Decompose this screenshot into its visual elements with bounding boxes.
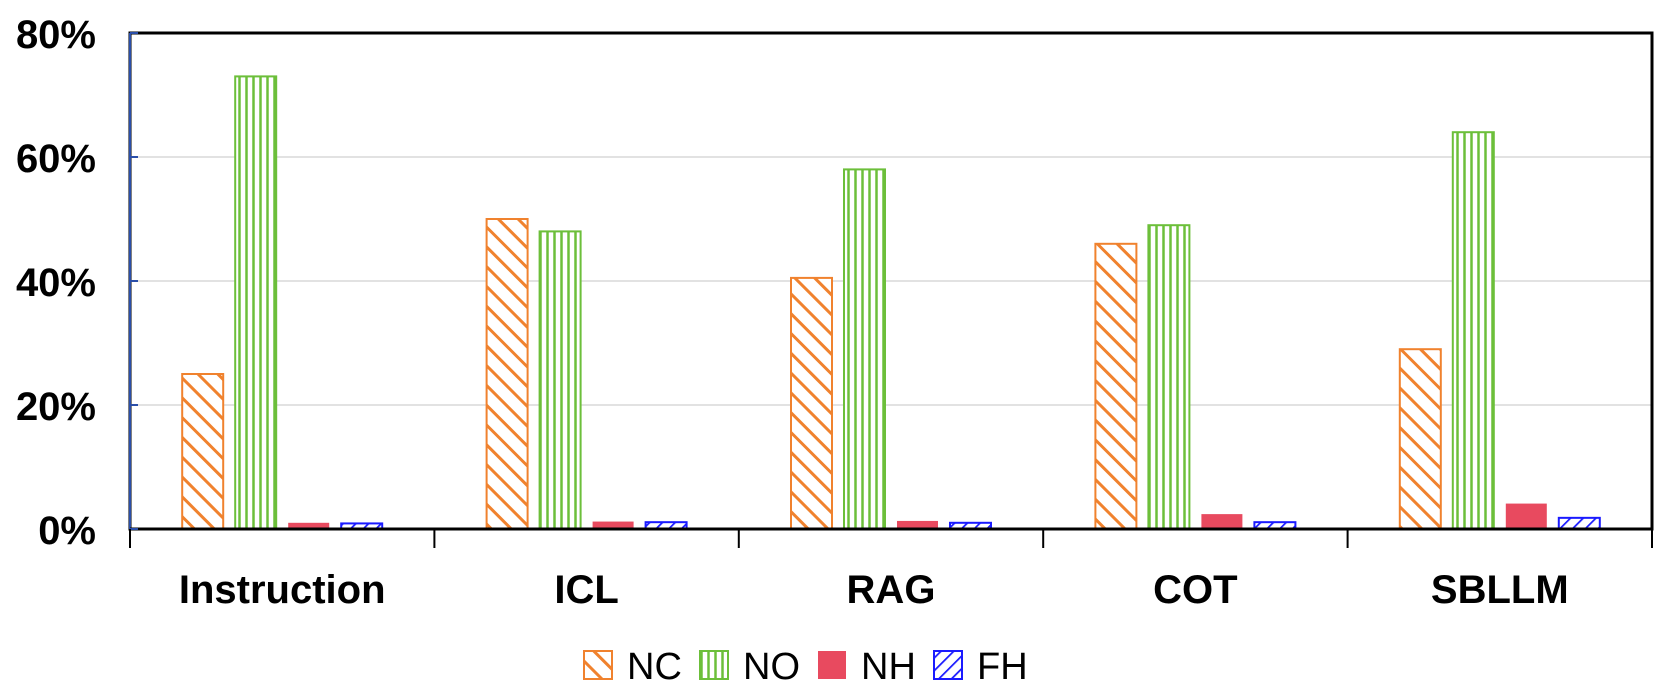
y-tick-label: 40% bbox=[16, 261, 96, 305]
x-tick-label: Instruction bbox=[179, 568, 386, 612]
bar-nc bbox=[1094, 242, 1138, 531]
bar-no bbox=[1451, 131, 1495, 530]
x-tick-label: RAG bbox=[847, 568, 936, 612]
x-tick-label: SBLLM bbox=[1431, 568, 1569, 612]
y-tick-label: 80% bbox=[16, 13, 96, 57]
bar-no bbox=[843, 168, 886, 530]
legend-label-nc: NC bbox=[627, 646, 682, 688]
legend: NC NO NH FH bbox=[583, 646, 1028, 688]
bar-no bbox=[1147, 224, 1191, 530]
bars bbox=[181, 75, 1601, 531]
y-tick-label: 0% bbox=[38, 509, 96, 553]
bar-fh bbox=[1557, 516, 1601, 531]
bar-nh bbox=[1201, 514, 1243, 529]
y-tick-label: 20% bbox=[16, 385, 96, 429]
legend-swatch-fh bbox=[933, 650, 963, 680]
bar-nh bbox=[592, 521, 634, 529]
legend-label-nh: NH bbox=[861, 646, 916, 688]
x-axis: Instruction ICL RAG COT SBLLM bbox=[129, 529, 1653, 612]
legend-swatch-nc bbox=[583, 650, 613, 680]
bar-nh bbox=[897, 520, 938, 529]
y-tick-label: 60% bbox=[16, 137, 96, 181]
legend-label-no: NO bbox=[743, 646, 800, 688]
legend-swatch-nh bbox=[818, 651, 846, 679]
x-tick-label: COT bbox=[1153, 568, 1237, 612]
bar-nc bbox=[1398, 348, 1442, 531]
x-tick-label: ICL bbox=[554, 568, 618, 612]
bar-nc bbox=[181, 373, 225, 530]
legend-swatch-no bbox=[699, 650, 729, 680]
bar-nh bbox=[288, 522, 330, 529]
legend-label-fh: FH bbox=[977, 646, 1028, 688]
bar-no bbox=[234, 75, 278, 531]
gridlines bbox=[130, 156, 1652, 406]
bar-nc bbox=[790, 276, 833, 530]
y-axis: 0% 20% 40% 60% 80% bbox=[16, 13, 138, 553]
bar-nc bbox=[485, 218, 529, 530]
bar-nh bbox=[1505, 503, 1547, 529]
bar-no bbox=[538, 230, 582, 530]
